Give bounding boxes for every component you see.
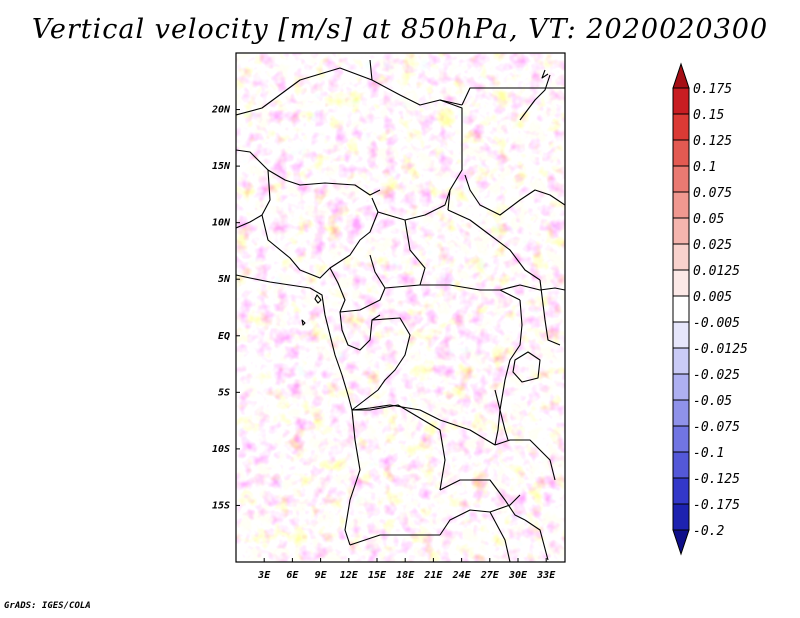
colorbar-swatch	[672, 477, 690, 505]
colorbar-swatch	[672, 529, 690, 556]
lat-tick-label: 15N	[212, 161, 231, 172]
colorbar-swatch	[672, 399, 690, 427]
colorbar-swatch	[672, 321, 690, 349]
lon-tick-label: 24E	[452, 570, 472, 581]
colorbar-swatch	[672, 295, 690, 323]
lon-tick-label: 27E	[480, 570, 500, 581]
colorbar-label: -0.175	[693, 498, 740, 513]
latitude-axis: 20N 15N 10N 5N EQ 5S 10S 15S	[211, 105, 240, 511]
colorbar-swatch	[672, 243, 690, 271]
lon-tick-label: 9E	[315, 570, 328, 581]
colorbar-swatch	[672, 113, 690, 141]
lat-tick-label: 5N	[218, 274, 231, 285]
software-credit: GrADS: IGES/COLA	[4, 601, 91, 611]
colorbar-label: 0.15	[693, 108, 724, 123]
plot-frame	[235, 52, 566, 563]
colorbar-label: 0.005	[693, 290, 732, 305]
colorbar-swatch	[672, 87, 690, 115]
colorbar-swatch	[672, 165, 690, 193]
colorbar-label: 0.075	[693, 186, 732, 201]
colorbar-swatch	[672, 347, 690, 375]
colorbar: 0.175 0.15 0.125 0.1 0.075 0.05 0.025 0.0125 0.0…	[672, 62, 748, 556]
colorbar-swatch	[672, 503, 690, 531]
colorbar-label: -0.05	[693, 394, 732, 409]
lon-tick-label: 30E	[508, 570, 528, 581]
colorbar-swatch	[672, 373, 690, 401]
colorbar-label: 0.175	[693, 82, 732, 97]
colorbar-swatch	[672, 425, 690, 453]
colorbar-label: 0.1	[693, 160, 716, 175]
colorbar-label: -0.1	[693, 446, 724, 461]
longitude-axis: 3E 6E 9E 12E 15E 18E 21E 24E 27E 30E 33E	[257, 558, 556, 581]
lat-tick-label: EQ	[218, 331, 230, 342]
lat-tick-label: 20N	[211, 105, 231, 116]
colorbar-label: -0.0125	[693, 342, 748, 357]
colorbar-label: -0.125	[693, 472, 740, 487]
colorbar-swatch	[672, 451, 690, 479]
colorbar-swatch	[672, 62, 690, 89]
colorbar-swatch	[672, 217, 690, 245]
lat-tick-label: 10S	[212, 444, 230, 455]
lon-tick-label: 3E	[257, 570, 271, 581]
lon-tick-label: 6E	[286, 570, 299, 581]
lon-tick-label: 18E	[396, 570, 415, 581]
country-borders	[236, 59, 565, 562]
colorbar-label: 0.0125	[693, 264, 740, 279]
lat-tick-label: 5S	[218, 387, 230, 398]
map-plot-area	[235, 52, 566, 563]
lon-tick-label: 33E	[536, 570, 556, 581]
colorbar-label: 0.025	[693, 238, 732, 253]
colorbar-label: 0.125	[693, 134, 732, 149]
colorbar-label: -0.005	[693, 316, 740, 331]
colorbar-label: -0.025	[693, 368, 740, 383]
colorbar-swatch	[672, 269, 690, 297]
colorbar-label: -0.2	[693, 524, 724, 539]
lon-tick-label: 12E	[340, 570, 359, 581]
lat-tick-label: 15S	[212, 500, 230, 511]
colorbar-swatch	[672, 139, 690, 167]
colorbar-label: 0.05	[693, 212, 724, 227]
lat-tick-label: 10N	[212, 218, 231, 229]
lon-tick-label: 15E	[368, 570, 387, 581]
colorbar-swatch	[672, 191, 690, 219]
velocity-field-texture	[236, 53, 565, 562]
lon-tick-label: 21E	[423, 570, 443, 581]
map-title: Vertical velocity [m/s] at 850hPa, VT: 2…	[31, 14, 769, 45]
colorbar-label: -0.075	[693, 420, 740, 435]
